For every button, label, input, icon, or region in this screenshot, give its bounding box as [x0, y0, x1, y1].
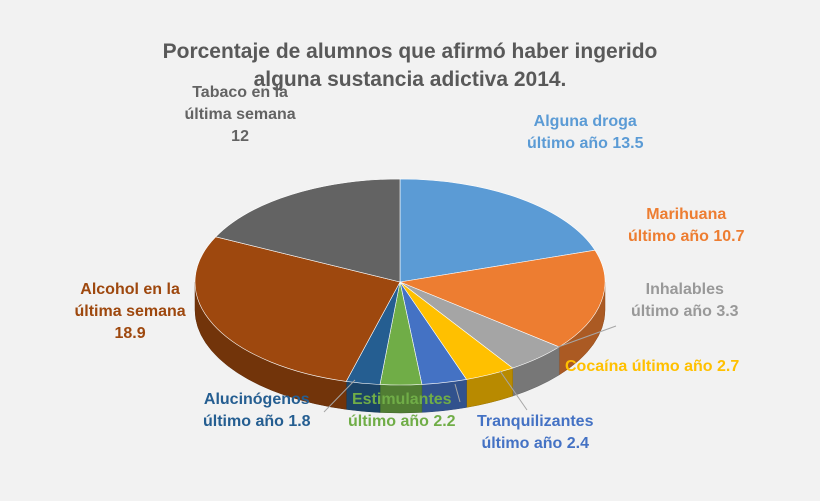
data-label-cocaína: Cocaína último año 2.7 [565, 356, 739, 378]
data-label-inhalables: Inhalables último año 3.3 [631, 279, 739, 323]
data-label-line: Alcohol en la [80, 281, 180, 298]
data-label-line: último año 10.7 [628, 228, 745, 245]
chart-title-line-2: alguna sustancia adictiva 2014. [253, 68, 567, 91]
data-label-alcohol: Alcohol en la última semana 18.9 [75, 279, 186, 345]
data-label-line: última semana [184, 106, 296, 123]
leader-line-inhalables [546, 325, 617, 352]
data-label-estimulantes: Estimulantes último año 2.2 [348, 389, 456, 433]
data-label-line: 12 [231, 128, 249, 145]
data-label-line: Tabaco en la [192, 84, 288, 101]
data-label-line: 18.9 [114, 325, 146, 342]
pie-slice-alguna droga [399, 178, 596, 283]
data-label-line: Marihuana [646, 206, 727, 223]
pie-slice-marihuana [398, 249, 606, 348]
data-label-line: último año 2.4 [481, 435, 590, 452]
data-label-tabaco: Tabaco en la última semana 12 [185, 82, 296, 148]
leader-line-estimulantes [454, 383, 461, 403]
data-label-tranquilizantes: Tranquilizantes último año 2.4 [477, 411, 593, 455]
data-label-line: Inhalables [645, 281, 724, 298]
pie-slice-alcohol [194, 236, 401, 382]
data-label-line: último año 2.2 [348, 413, 456, 430]
data-label-alguna droga: Alguna droga último año 13.5 [527, 111, 643, 155]
data-label-line: último año 1.8 [203, 413, 311, 430]
chart-title-line-1: Porcentaje de alumnos que afirmó haber i… [162, 40, 658, 63]
data-label-alucinógenos: Alucinógenos último año 1.8 [203, 389, 311, 433]
data-label-line: último año 13.5 [527, 135, 644, 152]
leader-line-tranquilizantes [499, 370, 528, 411]
data-label-line: último año 3.3 [631, 303, 739, 320]
data-label-line: Cocaína último año 2.7 [565, 358, 740, 375]
data-label-marihuana: Marihuana último año 10.7 [628, 204, 744, 248]
pie-slice-tabaco [215, 178, 401, 283]
data-label-line: Estimulantes [351, 391, 452, 408]
leader-line-alucinógenos [323, 379, 356, 413]
data-label-line: última semana [74, 303, 186, 320]
data-label-line: Alguna droga [533, 113, 637, 130]
data-label-line: Tranquilizantes [477, 413, 594, 430]
data-label-line: Alucinógenos [203, 391, 310, 408]
